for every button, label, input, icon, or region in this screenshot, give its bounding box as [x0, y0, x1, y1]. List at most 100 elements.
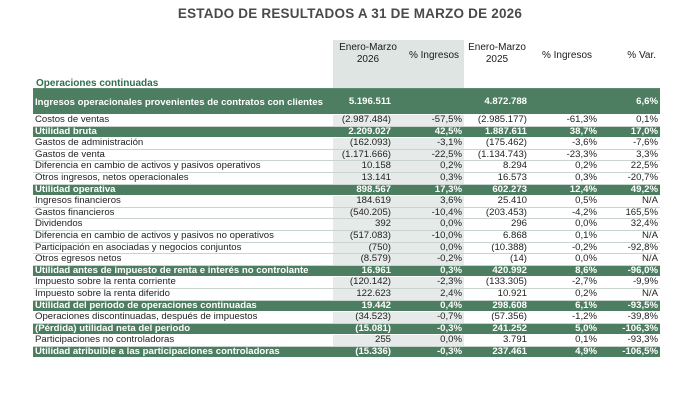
row-label: Operaciones discontinuadas, después de i… — [33, 311, 333, 324]
pct-2026: 0,4% — [393, 300, 464, 313]
value-2025: (2.985.177) — [464, 114, 529, 127]
pct-2026: 0,2% — [393, 160, 464, 173]
col-header-2026: Enero-Marzo 2026 — [333, 42, 403, 66]
row-label: Participación en asociadas y negocios co… — [33, 242, 333, 255]
row-label: Utilidad atribuible a las participacione… — [33, 346, 333, 359]
variation: 49,2% — [599, 184, 660, 197]
variation: 32,4% — [599, 218, 660, 231]
value-2026: 19.442 — [333, 300, 393, 313]
value-2026: (517.083) — [333, 230, 393, 243]
pct-2026: 42,5% — [393, 126, 464, 139]
variation: -106,5% — [599, 346, 660, 359]
col-header-variation: % Var. — [627, 50, 656, 61]
table-row: Ingresos financieros 184.619 3,6% 25.410 0,5… — [33, 195, 660, 208]
value-2025: 298.608 — [464, 300, 529, 313]
value-2026: (8.579) — [333, 253, 393, 266]
income-statement-rows: Ingresos operacionales provenientes de c… — [33, 89, 660, 359]
col-header-2025-line2: 2025 — [485, 54, 509, 65]
col-header-2026-line1: Enero-Marzo — [339, 42, 397, 53]
variation: 17,0% — [599, 126, 660, 139]
value-2025: 237.461 — [464, 346, 529, 359]
value-2025: (1.134.743) — [464, 149, 529, 162]
variation: -96,0% — [599, 265, 660, 278]
value-2026: 16.961 — [333, 265, 393, 278]
income-statement-table: Ingresos operacionales provenientes de c… — [33, 89, 660, 359]
value-2026: (15.081) — [333, 323, 393, 336]
table-row: Participaciones no controladoras 255 0,0% 3… — [33, 334, 660, 347]
value-2026: (34.523) — [333, 311, 393, 324]
value-2025: 4.872.788 — [464, 89, 529, 115]
col-header-2025-line1: Enero-Marzo — [468, 42, 526, 53]
table-row-subtotal: Utilidad operativa 898.567 17,3% 602.273 12,… — [33, 184, 660, 197]
row-label: Utilidad antes de impuesto de renta e in… — [33, 265, 333, 278]
pct-2026: 0,3% — [393, 172, 464, 185]
value-2025: (57.356) — [464, 311, 529, 324]
variation: 0,1% — [599, 114, 660, 127]
variation: N/A — [599, 195, 660, 208]
pct-2026: -57,5% — [393, 114, 464, 127]
row-label: Utilidad operativa — [33, 184, 333, 197]
table-row: Participación en asociadas y negocios co… — [33, 242, 660, 255]
table-row: Otros ingresos, netos operacionales 13.14… — [33, 172, 660, 185]
value-2026: (162.093) — [333, 137, 393, 150]
pct-2026: 3,6% — [393, 195, 464, 208]
pct-2026 — [393, 89, 464, 115]
value-2026: (750) — [333, 242, 393, 255]
table-row: Diferencia en cambio de activos y pasivo… — [33, 160, 660, 173]
value-2025: 1.887.611 — [464, 126, 529, 139]
table-row: Otros egresos netos (8.579) -0,2% (14) 0,0% N… — [33, 253, 660, 266]
pct-2026: -22,5% — [393, 149, 464, 162]
variation: -93,5% — [599, 300, 660, 313]
table-row-subtotal: Utilidad antes de impuesto de renta e in… — [33, 265, 660, 278]
variation: -92,8% — [599, 242, 660, 255]
pct-2025: -3,6% — [529, 137, 599, 150]
pct-2026: -10,4% — [393, 207, 464, 220]
table-row-subtotal: Ingresos operacionales provenientes de c… — [33, 89, 660, 115]
pct-2025: -0,2% — [529, 242, 599, 255]
variation: 22,5% — [599, 160, 660, 173]
variation: -7,6% — [599, 137, 660, 150]
value-2026: 10.158 — [333, 160, 393, 173]
row-label: Diferencia en cambio de activos y pasivo… — [33, 160, 333, 173]
value-2025: 296 — [464, 218, 529, 231]
pct-2025: 0,2% — [529, 160, 599, 173]
table-row: Gastos de administración (162.093) -3,1% (1… — [33, 137, 660, 150]
row-label: Utilidad bruta — [33, 126, 333, 139]
row-label: Impuesto sobre la renta corriente — [33, 276, 333, 289]
pct-2025: 0,3% — [529, 172, 599, 185]
value-2026: (15.336) — [333, 346, 393, 359]
report-title: ESTADO DE RESULTADOS A 31 DE MARZO DE 20… — [177, 6, 523, 21]
table-row: Impuesto sobre la renta corriente (120.14… — [33, 276, 660, 289]
pct-2026: 0,0% — [393, 334, 464, 347]
table-row: Gastos de venta (1.171.666) -22,5% (1.134.7… — [33, 149, 660, 162]
value-2026: 5.196.511 — [333, 89, 393, 115]
value-2026: (120.142) — [333, 276, 393, 289]
pct-2025: 0,1% — [529, 230, 599, 243]
pct-2026: -2,3% — [393, 276, 464, 289]
pct-2026: 2,4% — [393, 288, 464, 301]
row-label: Participaciones no controladoras — [33, 334, 333, 347]
pct-2026: -0,2% — [393, 253, 464, 266]
table-row: Diferencia en cambio de activos y pasivo… — [33, 230, 660, 243]
variation: -39,8% — [599, 311, 660, 324]
value-2025: (175.462) — [464, 137, 529, 150]
section-title: Operaciones continuadas — [36, 78, 159, 89]
row-label: Gastos de venta — [33, 149, 333, 162]
value-2025: 3.791 — [464, 334, 529, 347]
pct-2025: 0,5% — [529, 195, 599, 208]
value-2025: 10.921 — [464, 288, 529, 301]
value-2025: (14) — [464, 253, 529, 266]
pct-2025: 6,1% — [529, 300, 599, 313]
pct-2025: -61,3% — [529, 114, 599, 127]
variation: -106,3% — [599, 323, 660, 336]
row-label: Costos de ventas — [33, 114, 333, 127]
section-divider — [33, 88, 660, 89]
value-2025: 25.410 — [464, 195, 529, 208]
variation: N/A — [599, 230, 660, 243]
pct-2026: -0,7% — [393, 311, 464, 324]
pct-2025: 0,0% — [529, 218, 599, 231]
table-row-subtotal: Utilidad del periodo de operaciones cont… — [33, 300, 660, 313]
pct-2025: 8,6% — [529, 265, 599, 278]
variation: 6,6% — [599, 89, 660, 115]
row-label: Ingresos financieros — [33, 195, 333, 208]
